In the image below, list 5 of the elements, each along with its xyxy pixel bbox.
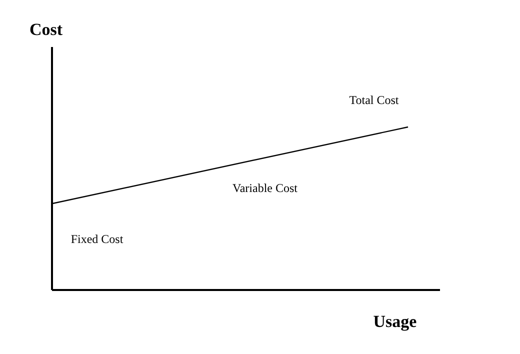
text: Cost [29,20,63,39]
annotation: Variable Cost [232,181,298,195]
text: Total Cost [349,93,400,107]
annotation: Fixed Cost [70,232,124,246]
x-axis-title: Usage [373,312,418,331]
